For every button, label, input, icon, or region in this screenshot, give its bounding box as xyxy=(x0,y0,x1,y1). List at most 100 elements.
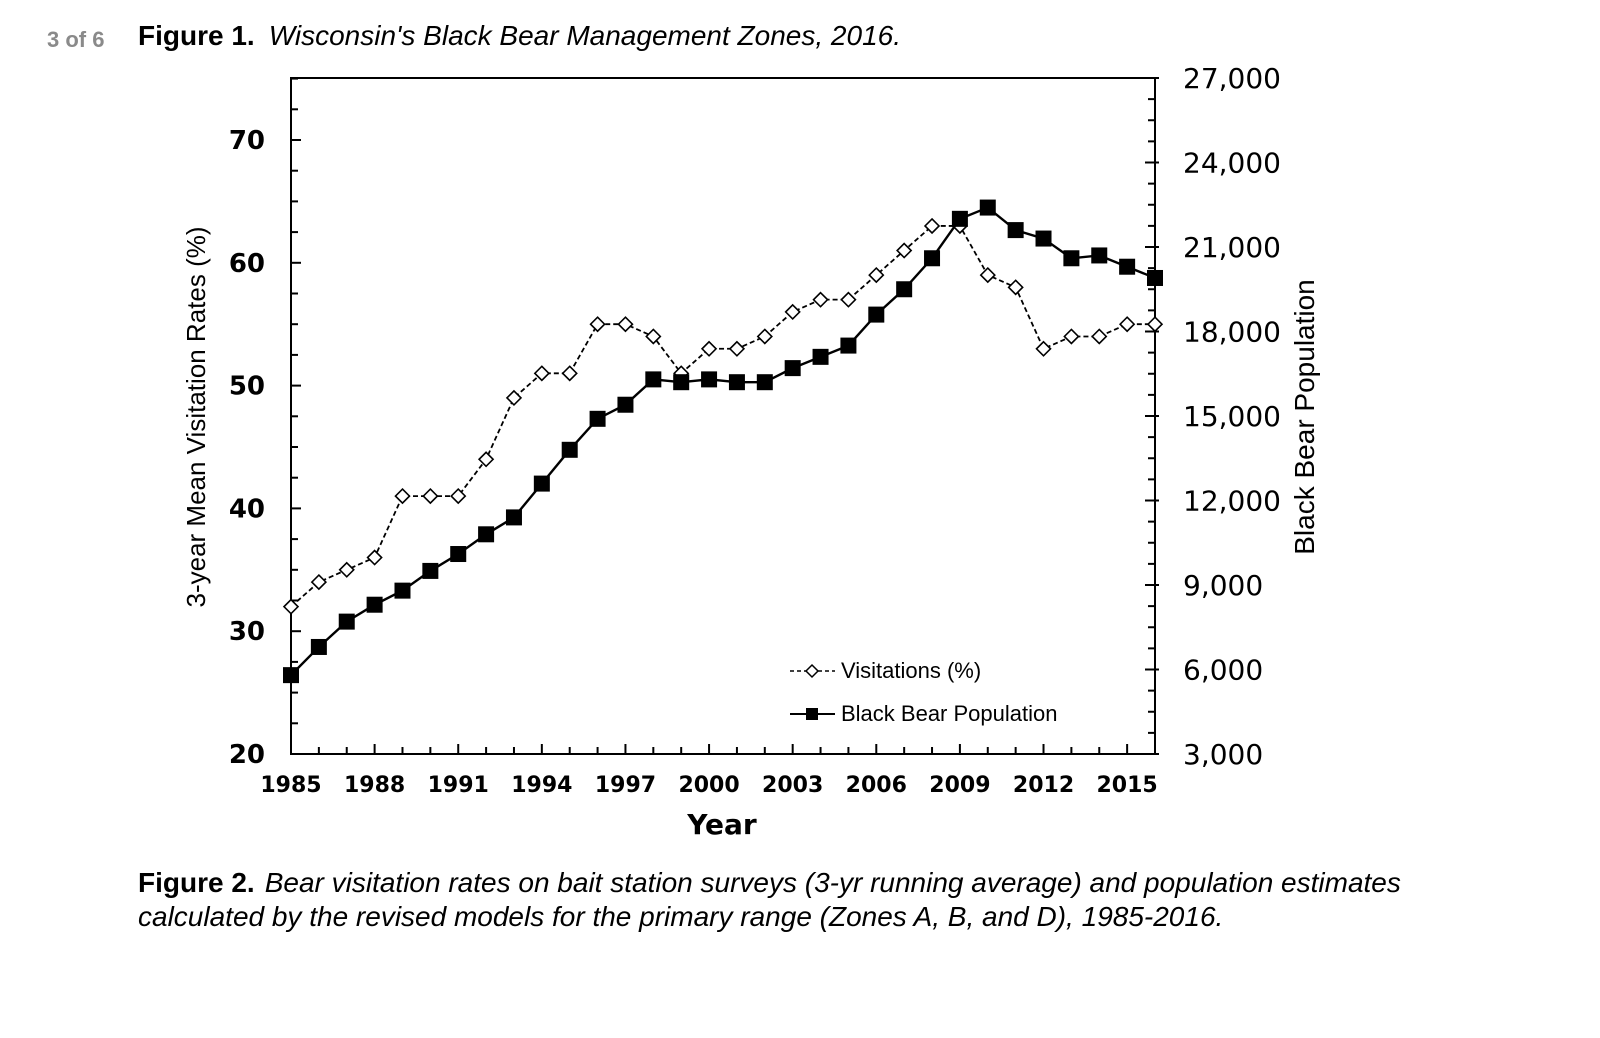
y-tick-label-right: 12,000 xyxy=(1183,485,1281,518)
square-marker-icon xyxy=(1063,250,1080,267)
diamond-marker-icon xyxy=(923,217,941,235)
y-tick-label-left: 30 xyxy=(229,617,265,647)
square-marker-icon xyxy=(868,306,885,323)
diamond-marker-icon xyxy=(505,389,523,407)
x-tick-label: 1997 xyxy=(595,773,656,798)
legend-label-population: Black Bear Population xyxy=(841,701,1057,726)
y-axis-title-right: Black Bear Population xyxy=(1289,279,1320,555)
y-tick-label-right: 21,000 xyxy=(1183,231,1281,264)
figure-2-text: Bear visitation rates on bait station su… xyxy=(138,867,1401,932)
diamond-marker-icon xyxy=(896,242,913,259)
diamond-marker-icon xyxy=(589,316,606,333)
square-marker-icon xyxy=(728,374,745,391)
diamond-marker-icon xyxy=(1091,328,1108,345)
x-tick-label: 1994 xyxy=(511,773,572,798)
diamond-marker-icon xyxy=(784,303,801,321)
legend: Visitations (%) Black Bear Population xyxy=(790,658,1057,726)
diamond-marker-icon xyxy=(477,451,495,468)
diamond-marker-icon xyxy=(617,316,634,333)
y-tick-label-right: 9,000 xyxy=(1183,569,1263,602)
diamond-marker-icon xyxy=(840,291,857,308)
diamond-marker-icon xyxy=(561,365,578,382)
y-tick-label-right: 15,000 xyxy=(1183,400,1281,433)
square-marker-icon xyxy=(896,281,913,298)
axis-ticks xyxy=(290,77,1159,755)
square-marker-icon xyxy=(561,441,578,458)
x-axis-title: Year xyxy=(686,808,757,841)
y-tick-label-left: 40 xyxy=(229,494,265,524)
y-tick-label-right: 3,000 xyxy=(1183,738,1263,771)
diamond-marker-icon xyxy=(756,328,773,345)
square-marker-icon xyxy=(338,613,355,630)
square-marker-icon xyxy=(310,638,327,655)
diamond-marker-icon xyxy=(1035,340,1052,357)
axis-tick-labels: 20 30 40 50 60 70 3,000 6,000 9,000 12,000 15,000 1… xyxy=(229,62,1281,798)
series-visitations xyxy=(282,217,1164,615)
square-marker-icon xyxy=(806,708,818,720)
square-marker-icon xyxy=(812,348,829,365)
figure-2-label: Figure 2. xyxy=(138,867,255,898)
diamond-marker-icon xyxy=(868,266,885,284)
square-marker-icon xyxy=(1147,269,1163,286)
diamond-marker-icon xyxy=(979,266,996,284)
diamond-marker-icon xyxy=(394,487,411,505)
square-marker-icon xyxy=(617,396,634,413)
x-tick-label: 2000 xyxy=(678,773,739,798)
square-marker-icon xyxy=(701,371,718,388)
figure-1-heading: Figure 1. Wisconsin's Black Bear Manageme… xyxy=(138,20,901,52)
diamond-marker-icon xyxy=(1007,279,1024,296)
diamond-marker-icon xyxy=(450,487,467,505)
square-marker-icon xyxy=(1035,230,1052,247)
diamond-marker-icon xyxy=(338,561,355,578)
diamond-marker-icon xyxy=(812,291,829,308)
y-tick-label-right: 24,000 xyxy=(1183,147,1281,180)
square-marker-icon xyxy=(533,475,550,492)
diamond-marker-icon xyxy=(533,365,550,382)
square-marker-icon xyxy=(366,596,383,613)
square-marker-icon xyxy=(784,360,801,377)
y-tick-label-right: 27,000 xyxy=(1183,62,1281,95)
y-tick-label-right: 18,000 xyxy=(1183,316,1281,349)
square-marker-icon xyxy=(840,337,857,354)
y-axis-title-left: 3-year Mean Visitation Rates (%) xyxy=(181,226,211,607)
square-marker-icon xyxy=(283,667,299,684)
y-tick-label-left: 50 xyxy=(229,372,265,402)
y-tick-label-right: 6,000 xyxy=(1183,654,1263,687)
diamond-marker-icon xyxy=(1063,328,1080,345)
diamond-marker-icon xyxy=(728,340,746,357)
square-marker-icon xyxy=(505,509,522,526)
y-tick-label-left: 60 xyxy=(229,249,265,279)
diamond-marker-icon xyxy=(422,487,439,505)
legend-label-visitations: Visitations (%) xyxy=(841,658,981,683)
legend-item-visitations: Visitations (%) xyxy=(790,658,981,683)
square-marker-icon xyxy=(673,374,690,391)
square-marker-icon xyxy=(756,374,773,391)
square-marker-icon xyxy=(1119,258,1136,275)
square-marker-icon xyxy=(422,562,439,579)
diamond-marker-icon xyxy=(645,328,662,345)
x-tick-label: 2003 xyxy=(762,773,823,798)
figure-1-title: Wisconsin's Black Bear Management Zones,… xyxy=(268,20,901,51)
x-tick-label: 2015 xyxy=(1097,773,1158,798)
x-tick-label: 2009 xyxy=(929,773,990,798)
x-tick-label: 1988 xyxy=(344,773,405,798)
diamond-marker-icon xyxy=(700,340,718,357)
legend-item-population: Black Bear Population xyxy=(790,701,1057,726)
square-marker-icon xyxy=(394,582,411,599)
diamond-marker-icon xyxy=(310,573,328,591)
y-tick-label-left: 70 xyxy=(229,126,265,156)
x-tick-label: 2012 xyxy=(1013,773,1074,798)
diamond-marker-icon xyxy=(282,598,300,615)
square-marker-icon xyxy=(645,371,662,388)
square-marker-icon xyxy=(951,210,968,227)
series-population xyxy=(283,199,1163,684)
square-marker-icon xyxy=(1091,247,1108,264)
square-marker-icon xyxy=(979,199,996,216)
figure-1-label: Figure 1. xyxy=(138,20,255,51)
diamond-marker-icon xyxy=(366,549,383,566)
plot-frame xyxy=(290,77,1156,755)
y-tick-label-left: 20 xyxy=(229,740,265,770)
square-marker-icon xyxy=(1007,222,1024,239)
square-marker-icon xyxy=(589,410,606,427)
diamond-marker-icon xyxy=(1118,316,1136,333)
